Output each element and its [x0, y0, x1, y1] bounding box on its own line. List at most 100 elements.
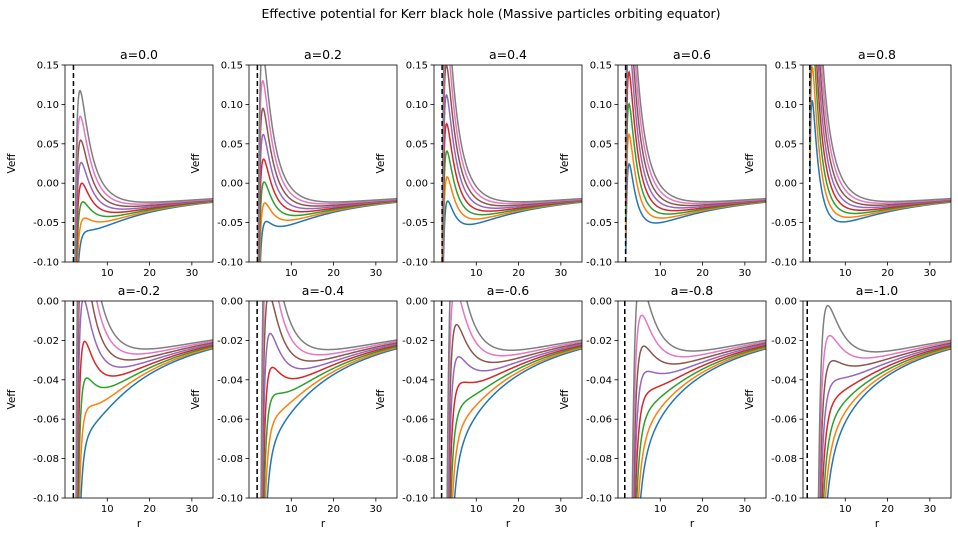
y-axis-label: Veff [190, 153, 202, 174]
x-tick-label: 20 [512, 268, 525, 279]
series-line-L4.6 [260, 301, 397, 498]
x-tick-label: 30 [185, 504, 198, 515]
axes-frame [248, 64, 398, 263]
series-line-L4 [625, 70, 766, 212]
series-line-L3.6 [824, 347, 951, 498]
x-tick-label: 10 [839, 268, 852, 279]
subplot-title: a=0.0 [120, 47, 158, 62]
y-tick-label: -0.02 [771, 336, 797, 347]
subplot-title: a=-0.6 [487, 283, 530, 298]
x-tick-label: 10 [470, 268, 483, 279]
series-line-L4.4 [257, 107, 397, 262]
x-tick-label: 10 [101, 504, 114, 515]
x-tick-label: 10 [285, 504, 298, 515]
series-line-L4.6 [818, 334, 951, 498]
series-line-L3.6 [264, 346, 397, 498]
x-tick-label: 10 [839, 504, 852, 515]
series-line-L3.6 [637, 347, 766, 498]
series-group [441, 65, 582, 262]
x-tick-label: 20 [881, 504, 894, 515]
y-tick-label: -0.04 [586, 375, 612, 386]
x-tick-label: 10 [654, 504, 667, 515]
x-tick-label: 30 [369, 504, 382, 515]
series-line-L3.8 [75, 200, 213, 262]
x-tick-label: 20 [881, 268, 894, 279]
series-line-L4.8 [260, 301, 397, 498]
x-tick-label: 30 [369, 268, 382, 279]
series-line-L4.4 [625, 65, 766, 207]
y-axis-label: Veff [190, 389, 202, 410]
series-line-L3.4 [259, 201, 397, 262]
series-line-L4.4 [261, 301, 397, 498]
y-tick-label: -0.05 [217, 218, 243, 229]
subplot-title: a=-0.2 [118, 283, 161, 298]
y-tick-label: 0.00 [775, 297, 797, 308]
x-tick-label: 30 [923, 268, 936, 279]
x-axis-label: r [690, 518, 695, 530]
y-axis-label: Veff [375, 153, 387, 174]
series-line-L4.4 [632, 342, 766, 498]
y-axis-label: Veff [375, 389, 387, 410]
y-tick-label: -0.10 [402, 258, 428, 269]
y-tick-label: -0.10 [771, 494, 797, 505]
x-axis-label: r [137, 518, 142, 530]
y-tick-label: 0.15 [590, 61, 612, 72]
subplot-7: a=-0.4 10 20 30 -0.10 -0.08 -0.06 -0.04 -0.02 0.0… [190, 283, 398, 530]
y-tick-label: -0.10 [217, 494, 243, 505]
series-line-L4.2 [625, 65, 766, 209]
x-tick-label: 20 [327, 504, 340, 515]
y-tick-label: -0.10 [217, 258, 243, 269]
y-tick-label: 0.10 [406, 100, 428, 111]
axes-frame [433, 64, 583, 263]
series-line-L4 [262, 344, 397, 498]
axes-frame [248, 300, 398, 499]
series-line-L4.8 [257, 65, 397, 262]
subplot-2: a=0.2 10 20 30 -0.10 -0.05 0.00 0.05 0.10 0.15 Vef… [190, 47, 398, 279]
y-tick-label: -0.04 [771, 375, 797, 386]
x-tick-label: 30 [185, 268, 198, 279]
y-tick-label: -0.10 [586, 494, 612, 505]
series-line-L4.8 [817, 304, 951, 498]
x-tick-label: 20 [143, 504, 156, 515]
y-tick-label: 0.10 [775, 100, 797, 111]
y-tick-label: 0.10 [221, 100, 243, 111]
y-tick-label: 0.00 [590, 297, 612, 308]
y-tick-label: 0.00 [406, 297, 428, 308]
y-tick-label: -0.06 [402, 415, 428, 426]
series-line-L4.8 [75, 301, 213, 498]
series-line-L4.6 [441, 65, 582, 254]
subplot-grid: a=0.0 10 20 30 -0.10 -0.05 0.00 0.05 0.10 0.15 Vef… [6, 47, 952, 530]
x-tick-label: 10 [101, 268, 114, 279]
y-tick-label: -0.06 [586, 415, 612, 426]
y-tick-label: 0.10 [590, 100, 612, 111]
subplot-9: a=-0.8 10 20 30 -0.10 -0.08 -0.06 -0.04 -0.02 0.0… [559, 283, 767, 530]
y-tick-label: 0.15 [221, 61, 243, 72]
series-line-L4 [634, 344, 766, 498]
axes-frame [433, 300, 583, 499]
figure-suptitle: Effective potential for Kerr black hole … [261, 6, 720, 21]
y-axis-label: Veff [559, 389, 571, 410]
y-axis-label: Veff [6, 153, 18, 174]
y-axis-label: Veff [744, 389, 756, 410]
series-group [817, 304, 951, 498]
series-line-L4.2 [76, 301, 213, 498]
y-tick-label: -0.08 [33, 454, 59, 465]
y-tick-label: 0.00 [37, 179, 59, 190]
series-line-L4.6 [809, 65, 951, 204]
y-tick-label: -0.08 [217, 454, 243, 465]
y-tick-label: 0.00 [775, 179, 797, 190]
x-tick-label: 20 [327, 268, 340, 279]
y-tick-label: 0.05 [37, 139, 59, 150]
x-tick-label: 10 [470, 504, 483, 515]
axes-frame [617, 300, 767, 499]
series-line-L4.8 [625, 65, 766, 203]
axes-frame [802, 300, 952, 499]
series-line-L3.6 [76, 201, 213, 262]
y-tick-label: -0.04 [217, 375, 243, 386]
y-axis-label: Veff [559, 153, 571, 174]
x-tick-label: 30 [738, 268, 751, 279]
x-tick-label: 30 [738, 504, 751, 515]
y-tick-label: -0.06 [217, 415, 243, 426]
series-line-L4 [809, 65, 951, 212]
subplot-3: a=0.4 10 20 30 -0.10 -0.05 0.00 0.05 0.10 0.15 Vef… [375, 47, 583, 279]
